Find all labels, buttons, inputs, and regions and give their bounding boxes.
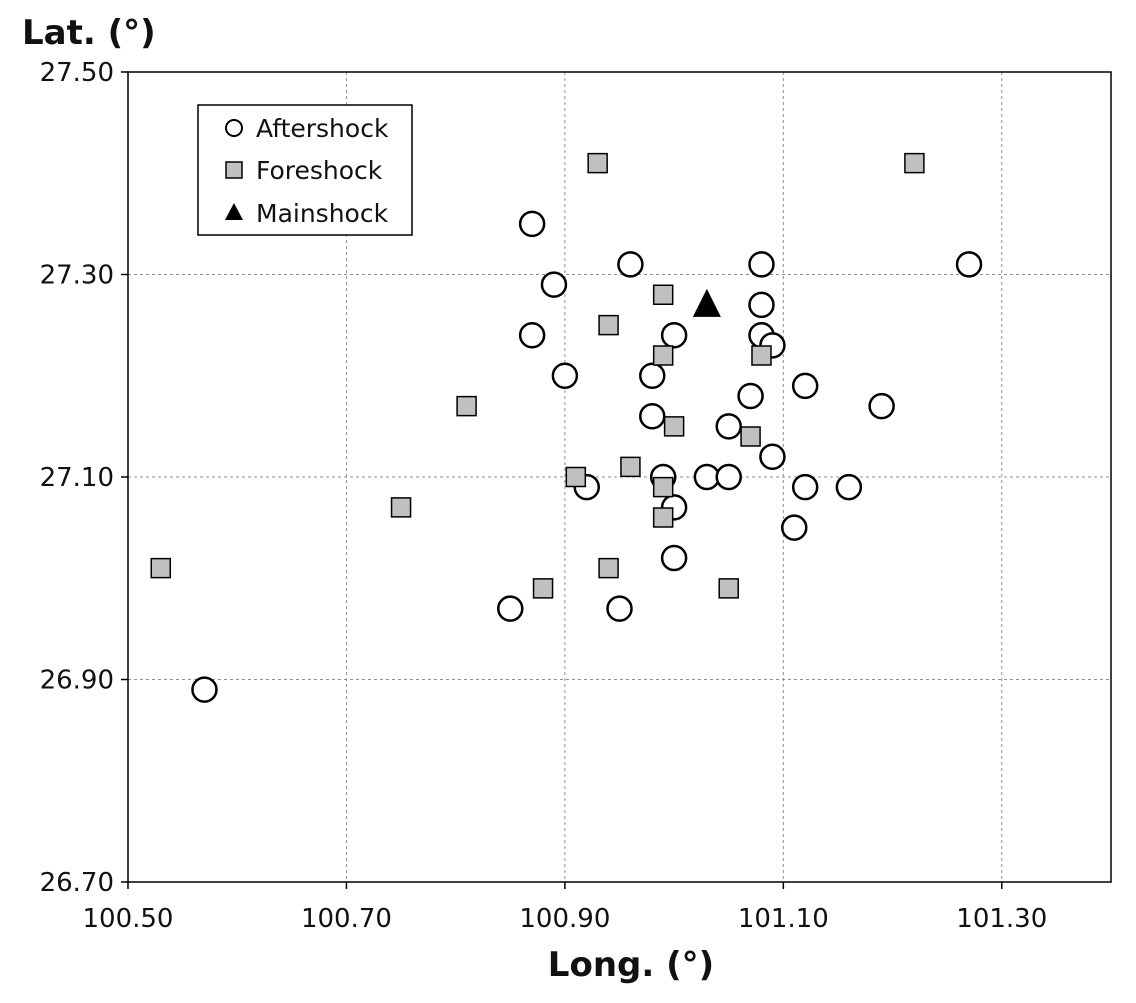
foreshock-point xyxy=(532,578,554,599)
x-axis-title: Long. (°) xyxy=(548,945,714,985)
aftershock-point xyxy=(606,595,633,622)
legend-square-icon xyxy=(225,161,243,179)
foreshock-point xyxy=(456,395,477,417)
x-tick-label: 101.10 xyxy=(738,904,829,934)
foreshock-point xyxy=(904,152,925,174)
aftershock-point xyxy=(660,322,688,349)
aftershock-point xyxy=(660,544,688,572)
foreshock-point xyxy=(150,557,172,579)
y-tick-label: 26.90 xyxy=(40,666,114,696)
legend-label-mainshock: Mainshock xyxy=(256,199,389,228)
x-tick-label: 100.50 xyxy=(83,904,174,934)
aftershock-point xyxy=(540,271,568,298)
aftershock-point xyxy=(781,514,808,541)
y-tick-label: 26.70 xyxy=(40,868,114,898)
aftershock-point xyxy=(748,251,775,278)
aftershock-point xyxy=(748,291,775,319)
y-axis-title: Lat. (°) xyxy=(22,13,156,53)
foreshock-point xyxy=(663,416,685,437)
data-points xyxy=(150,152,983,703)
aftershock-point xyxy=(518,322,546,349)
foreshock-point xyxy=(652,284,674,305)
aftershock-point xyxy=(639,362,666,389)
y-tick-label: 27.50 xyxy=(40,58,114,88)
aftershock-point xyxy=(191,676,218,703)
aftershock-point xyxy=(868,392,895,420)
grid-lines xyxy=(128,72,1111,882)
mainshock-point xyxy=(692,288,721,317)
aftershock-point xyxy=(955,251,983,278)
axis-ticks: 100.50 100.70 100.90 101.10 101.30 27.50 27.30… xyxy=(40,58,1048,934)
aftershock-point xyxy=(835,473,863,501)
aftershock-point xyxy=(639,403,666,430)
x-tick-label: 101.30 xyxy=(956,904,1047,934)
foreshock-point xyxy=(652,476,674,498)
foreshock-point xyxy=(565,466,587,488)
foreshock-point xyxy=(652,507,674,528)
foreshock-point xyxy=(620,456,641,478)
aftershock-point xyxy=(759,443,786,470)
legend-label-aftershock: Aftershock xyxy=(256,114,389,143)
foreshock-point xyxy=(718,578,739,599)
x-tick-label: 100.70 xyxy=(301,904,392,934)
legend-triangle-icon xyxy=(225,203,243,220)
aftershock-point xyxy=(715,463,742,491)
y-tick-label: 27.30 xyxy=(40,261,114,291)
foreshock-point xyxy=(598,557,619,579)
aftershock-point xyxy=(497,595,524,622)
legend: Aftershock Foreshock Mainshock xyxy=(197,104,413,236)
aftershock-point xyxy=(791,473,819,501)
aftershock-point xyxy=(617,251,644,278)
foreshock-point xyxy=(587,152,608,174)
aftershock-point xyxy=(791,372,819,400)
legend-circle-icon xyxy=(225,119,243,137)
aftershock-point xyxy=(518,210,546,238)
legend-label-foreshock: Foreshock xyxy=(256,156,383,185)
foreshock-point xyxy=(390,497,412,518)
y-tick-label: 27.10 xyxy=(40,463,114,493)
aftershock-point xyxy=(551,362,579,389)
aftershock-point xyxy=(693,463,721,491)
foreshock-point xyxy=(598,314,619,336)
aftershock-point xyxy=(737,382,764,410)
foreshock-point xyxy=(652,345,674,366)
aftershock-point xyxy=(715,413,742,440)
foreshock-point xyxy=(740,426,761,447)
foreshock-point xyxy=(751,345,772,366)
x-tick-label: 100.90 xyxy=(519,904,610,934)
